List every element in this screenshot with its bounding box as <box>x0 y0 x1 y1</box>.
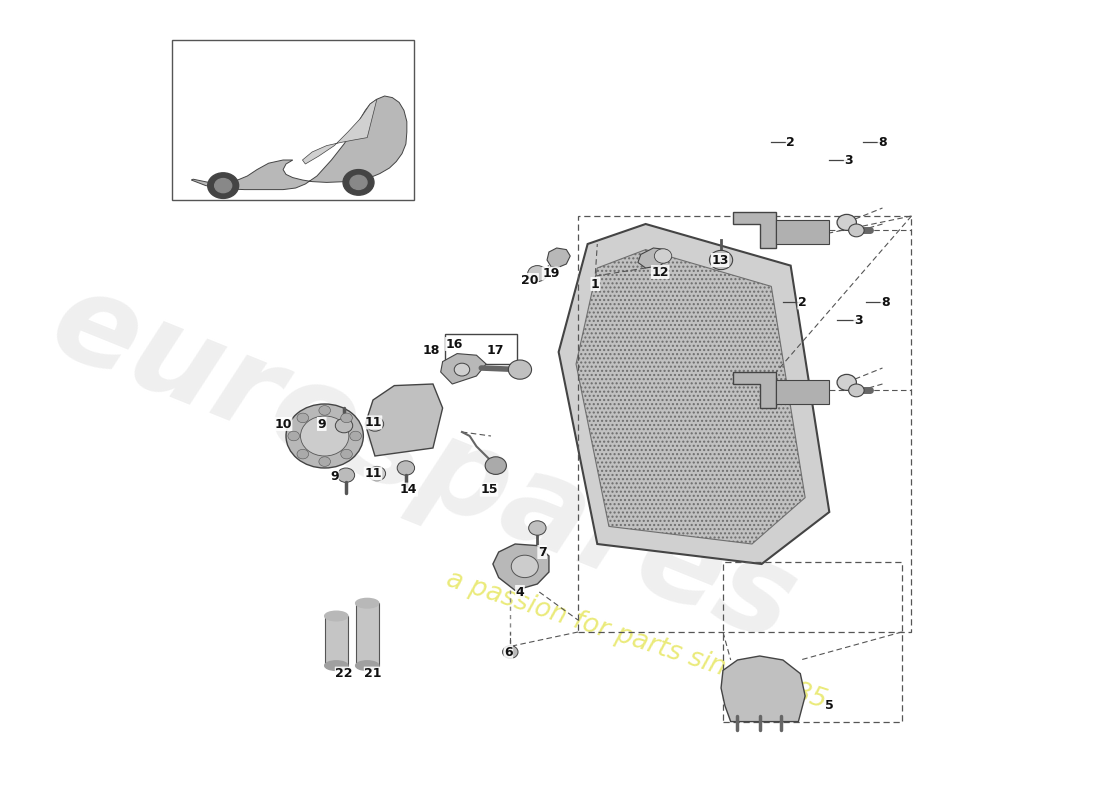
Polygon shape <box>720 656 805 722</box>
Circle shape <box>397 461 415 475</box>
Text: eurospares: eurospares <box>34 260 812 668</box>
Circle shape <box>297 450 309 459</box>
Bar <box>578 216 912 632</box>
Text: 12: 12 <box>651 266 669 278</box>
Text: 2: 2 <box>786 136 795 149</box>
Polygon shape <box>547 248 570 268</box>
Text: 9: 9 <box>330 470 339 483</box>
Circle shape <box>319 457 330 466</box>
Circle shape <box>508 360 531 379</box>
Ellipse shape <box>355 661 378 670</box>
Text: 15: 15 <box>481 483 498 496</box>
Text: 8: 8 <box>878 136 887 149</box>
Circle shape <box>503 646 518 658</box>
Circle shape <box>654 249 672 263</box>
Circle shape <box>848 384 865 397</box>
Circle shape <box>288 431 299 441</box>
Text: 3: 3 <box>854 314 862 326</box>
Polygon shape <box>733 212 777 248</box>
Bar <box>324 616 348 666</box>
Circle shape <box>336 418 353 433</box>
Circle shape <box>837 214 857 230</box>
Text: 9: 9 <box>318 418 326 430</box>
Circle shape <box>350 175 367 190</box>
Polygon shape <box>576 250 805 544</box>
Text: 18: 18 <box>422 344 440 357</box>
Text: 5: 5 <box>825 699 834 712</box>
Circle shape <box>343 170 374 195</box>
Circle shape <box>485 457 506 474</box>
Text: 21: 21 <box>364 667 382 680</box>
Text: 17: 17 <box>487 344 505 357</box>
Polygon shape <box>191 96 407 190</box>
Text: 6: 6 <box>504 646 513 658</box>
Circle shape <box>454 363 470 376</box>
Circle shape <box>341 413 352 422</box>
Circle shape <box>528 266 547 282</box>
Circle shape <box>319 406 330 415</box>
Circle shape <box>366 417 384 431</box>
Text: 14: 14 <box>400 483 418 496</box>
Circle shape <box>300 416 349 456</box>
Bar <box>355 603 378 666</box>
Polygon shape <box>365 384 442 456</box>
Polygon shape <box>733 372 777 408</box>
Polygon shape <box>302 99 377 164</box>
Ellipse shape <box>324 661 348 670</box>
Circle shape <box>208 173 239 198</box>
Text: 13: 13 <box>712 254 729 266</box>
Polygon shape <box>441 354 486 384</box>
Circle shape <box>350 431 362 441</box>
Text: 11: 11 <box>364 467 382 480</box>
Bar <box>723 562 902 722</box>
Circle shape <box>837 374 857 390</box>
Circle shape <box>341 450 352 459</box>
Bar <box>777 380 829 404</box>
Polygon shape <box>638 248 670 268</box>
Circle shape <box>338 468 354 482</box>
Polygon shape <box>493 544 549 590</box>
Text: 7: 7 <box>538 546 547 558</box>
Bar <box>172 40 414 200</box>
Polygon shape <box>559 224 829 564</box>
Circle shape <box>368 466 386 481</box>
Text: 1: 1 <box>591 278 600 290</box>
Text: 4: 4 <box>516 586 525 598</box>
Bar <box>777 220 829 244</box>
Text: 20: 20 <box>521 274 538 286</box>
Circle shape <box>848 224 865 237</box>
Circle shape <box>214 178 232 193</box>
Text: 3: 3 <box>845 154 853 166</box>
Circle shape <box>286 404 363 468</box>
Text: 10: 10 <box>274 418 292 430</box>
Text: a passion for parts since 1985: a passion for parts since 1985 <box>442 566 829 714</box>
Text: 2: 2 <box>798 296 806 309</box>
Bar <box>444 334 517 364</box>
Ellipse shape <box>355 598 378 608</box>
Text: 19: 19 <box>542 267 560 280</box>
Circle shape <box>710 250 733 270</box>
Text: 22: 22 <box>336 667 353 680</box>
Circle shape <box>297 413 309 422</box>
Text: 16: 16 <box>446 338 463 350</box>
Circle shape <box>529 521 546 535</box>
Text: 11: 11 <box>364 416 382 429</box>
Ellipse shape <box>324 611 348 621</box>
Circle shape <box>512 555 538 578</box>
Text: 8: 8 <box>881 296 890 309</box>
